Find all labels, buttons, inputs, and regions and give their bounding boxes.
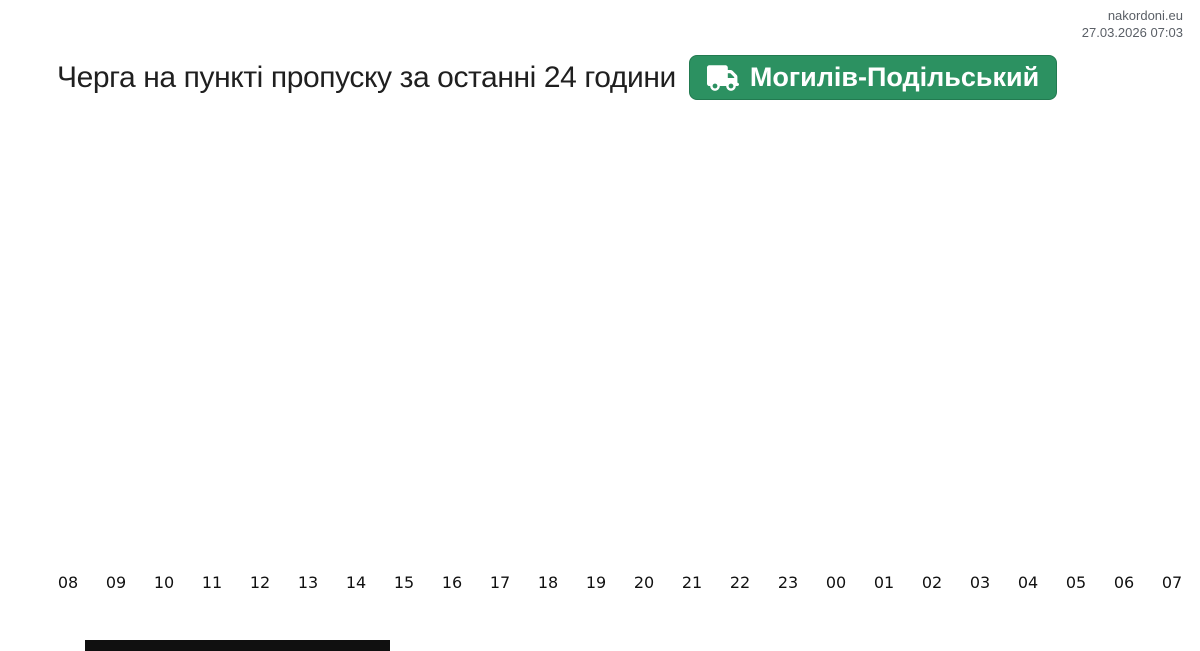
x-axis-label: 16 bbox=[441, 573, 463, 592]
site-watermark: nakordoni.eu 27.03.2026 07:03 bbox=[1082, 7, 1183, 41]
x-axis-label: 17 bbox=[489, 573, 511, 592]
x-axis-label: 13 bbox=[297, 573, 319, 592]
x-axis-label: 02 bbox=[921, 573, 943, 592]
x-axis-label: 18 bbox=[537, 573, 559, 592]
browser-status-bar bbox=[85, 640, 390, 651]
chart-header: Черга на пункті пропуску за останні 24 г… bbox=[57, 55, 1160, 100]
x-axis-label: 03 bbox=[969, 573, 991, 592]
x-axis-label: 04 bbox=[1017, 573, 1039, 592]
chart-plot-area bbox=[44, 120, 1196, 565]
x-axis-label: 08 bbox=[57, 573, 79, 592]
truck-icon bbox=[706, 64, 739, 91]
x-axis-label: 20 bbox=[633, 573, 655, 592]
x-axis-label: 15 bbox=[393, 573, 415, 592]
x-axis-label: 00 bbox=[825, 573, 847, 592]
site-name: nakordoni.eu bbox=[1107, 8, 1183, 23]
x-axis: 08 09 10 11 12 13 14 15 16 17 18 19 20 2… bbox=[44, 572, 1196, 593]
checkpoint-badge-label: Могилів-Подільський bbox=[749, 62, 1040, 92]
x-axis-label: 09 bbox=[105, 573, 127, 592]
x-axis-label: 10 bbox=[153, 573, 175, 592]
x-axis-label: 19 bbox=[585, 573, 607, 592]
checkpoint-badge[interactable]: Могилів-Подільський bbox=[688, 55, 1058, 100]
x-axis-label: 11 bbox=[201, 573, 223, 592]
x-axis-label: 01 bbox=[873, 573, 895, 592]
x-axis-label: 21 bbox=[681, 573, 703, 592]
x-axis-label: 07 bbox=[1161, 573, 1183, 592]
x-axis-label: 06 bbox=[1113, 573, 1135, 592]
page-title: Черга на пункті пропуску за останні 24 г… bbox=[57, 60, 676, 94]
x-axis-label: 23 bbox=[777, 573, 799, 592]
x-axis-label: 05 bbox=[1065, 573, 1087, 592]
x-axis-label: 12 bbox=[249, 573, 271, 592]
x-axis-label: 14 bbox=[345, 573, 367, 592]
x-axis-label: 22 bbox=[729, 573, 751, 592]
snapshot-timestamp: 27.03.2026 07:03 bbox=[1081, 25, 1183, 40]
